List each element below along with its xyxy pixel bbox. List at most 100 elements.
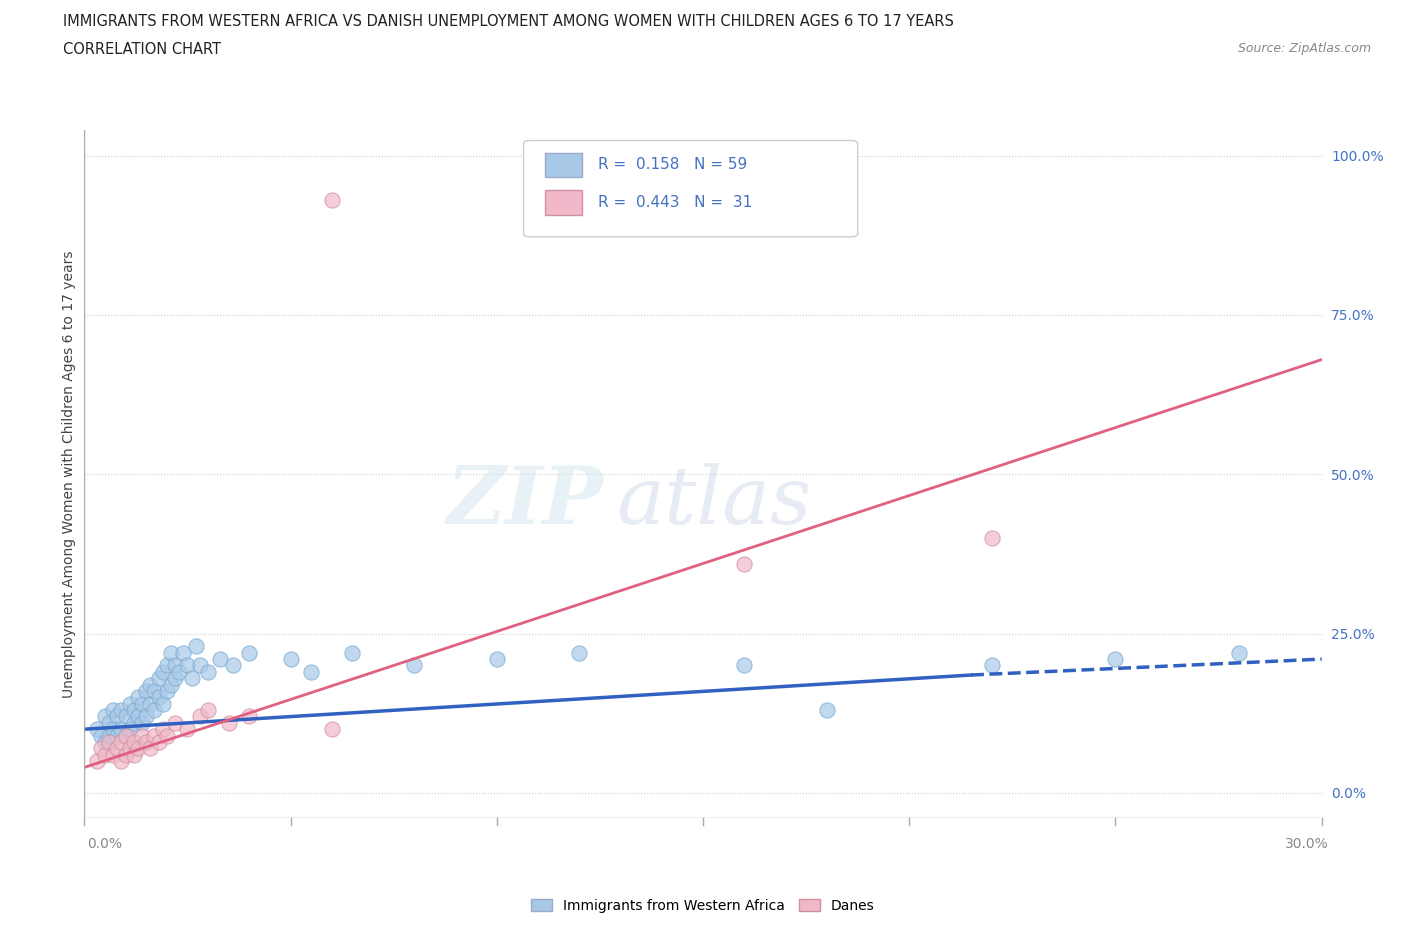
Point [86,722,108,737]
Point [156,728,179,743]
Text: atlas: atlas [616,463,811,540]
Text: R =  0.443   N =  31: R = 0.443 N = 31 [598,195,752,210]
Point [86,753,108,768]
Point [321,193,343,207]
Point [94,709,117,724]
Legend: Immigrants from Western Africa, Danes: Immigrants from Western Africa, Danes [526,894,880,919]
Text: Source: ZipAtlas.com: Source: ZipAtlas.com [1237,42,1371,55]
Point [127,741,149,756]
Point [238,709,260,724]
Point [238,645,260,660]
Point [135,709,157,724]
Point [122,747,145,762]
Point [135,735,157,750]
Point [197,664,219,679]
Point [188,709,211,724]
Point [209,652,232,667]
Point [148,735,170,750]
Point [1104,652,1126,667]
Point [152,722,174,737]
Point [105,741,128,756]
Point [733,658,755,673]
Point [139,677,162,692]
Point [110,722,132,737]
Point [143,684,166,698]
Point [143,703,166,718]
Point [114,728,136,743]
Point [118,741,141,756]
Point [165,671,187,685]
Point [143,728,166,743]
Point [156,684,179,698]
Point [90,741,112,756]
FancyBboxPatch shape [523,140,858,237]
Point [127,690,149,705]
Point [110,703,132,718]
Point [105,709,128,724]
Point [980,658,1002,673]
Text: CORRELATION CHART: CORRELATION CHART [63,42,221,57]
Text: 0.0%: 0.0% [87,837,122,851]
Point [135,684,157,698]
Point [152,697,174,711]
Point [103,703,125,718]
Point [118,697,141,711]
Point [90,728,112,743]
Point [148,690,170,705]
Point [176,658,198,673]
Point [815,703,838,718]
Point [172,645,194,660]
Text: ZIP: ZIP [447,463,605,540]
Point [160,677,183,692]
Text: R =  0.158   N = 59: R = 0.158 N = 59 [598,157,747,172]
Point [103,722,125,737]
Text: IMMIGRANTS FROM WESTERN AFRICA VS DANISH UNEMPLOYMENT AMONG WOMEN WITH CHILDREN : IMMIGRANTS FROM WESTERN AFRICA VS DANISH… [63,14,955,29]
Y-axis label: Unemployment Among Women with Children Ages 6 to 17 years: Unemployment Among Women with Children A… [62,250,76,698]
Point [321,722,343,737]
Point [197,703,219,718]
Point [131,728,153,743]
Point [131,715,153,730]
Point [222,658,245,673]
Point [122,735,145,750]
Point [118,722,141,737]
Text: 30.0%: 30.0% [1285,837,1329,851]
Point [152,664,174,679]
FancyBboxPatch shape [544,191,582,215]
Point [218,715,240,730]
Point [733,556,755,571]
Point [342,645,364,660]
Point [148,671,170,685]
Point [165,658,187,673]
Point [98,715,121,730]
FancyBboxPatch shape [544,153,582,177]
Point [280,652,302,667]
Point [139,741,162,756]
Point [160,645,183,660]
Point [299,664,322,679]
Point [156,658,179,673]
Point [98,728,121,743]
Point [568,645,591,660]
Point [485,652,508,667]
Point [122,703,145,718]
Point [110,753,132,768]
Point [94,747,117,762]
Point [188,658,211,673]
Point [1227,645,1250,660]
Point [127,709,149,724]
Point [110,735,132,750]
Point [184,639,207,654]
Point [114,709,136,724]
Point [404,658,426,673]
Point [98,735,121,750]
Point [180,671,202,685]
Point [103,747,125,762]
Point [94,735,117,750]
Point [122,715,145,730]
Point [131,697,153,711]
Point [167,664,190,679]
Point [114,728,136,743]
Point [165,715,187,730]
Point [980,531,1002,546]
